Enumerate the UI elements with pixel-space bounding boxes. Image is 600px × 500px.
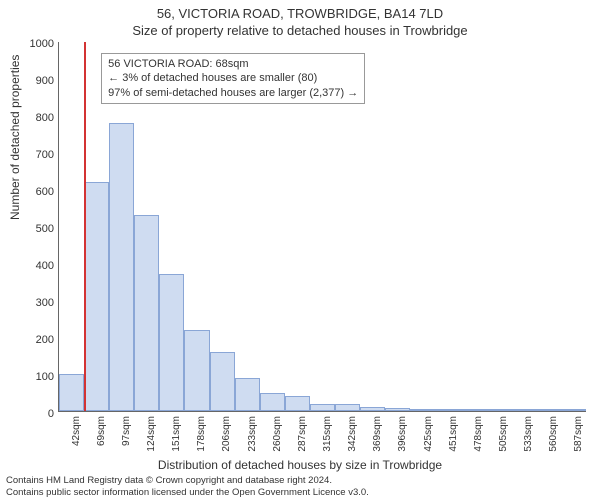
x-tick: 178sqm: [184, 416, 209, 462]
histogram-bar: [536, 409, 561, 411]
y-tick: 400: [36, 260, 54, 272]
y-tick: 100: [36, 371, 54, 383]
y-tick: 900: [36, 75, 54, 87]
histogram-bar: [461, 409, 486, 411]
x-tick: 315sqm: [309, 416, 334, 462]
y-tick: 700: [36, 149, 54, 161]
histogram-bar: [84, 182, 109, 411]
x-tick: 396sqm: [385, 416, 410, 462]
x-tick: 287sqm: [284, 416, 309, 462]
x-tick: 69sqm: [83, 416, 108, 462]
x-tick: 151sqm: [159, 416, 184, 462]
histogram-bar: [561, 409, 586, 411]
footer-line-2: Contains public sector information licen…: [6, 487, 594, 498]
property-marker-line: [84, 42, 86, 411]
x-tick: 560sqm: [536, 416, 561, 462]
histogram-bar: [184, 330, 209, 411]
histogram-bar: [435, 409, 460, 411]
y-tick: 500: [36, 223, 54, 235]
y-axis-label: Number of detached properties: [8, 55, 22, 220]
y-tick: 300: [36, 297, 54, 309]
page-root: 56, VICTORIA ROAD, TROWBRIDGE, BA14 7LD …: [0, 0, 600, 500]
histogram-bar: [335, 404, 360, 411]
x-tick: 451sqm: [435, 416, 460, 462]
histogram-bar: [486, 409, 511, 411]
x-tick: 533sqm: [511, 416, 536, 462]
annotation-box: 56 VICTORIA ROAD: 68sqm ← 3% of detached…: [101, 53, 365, 104]
histogram-bar: [260, 393, 285, 411]
y-tick: 800: [36, 112, 54, 124]
y-tick: 600: [36, 186, 54, 198]
x-tick: 124sqm: [133, 416, 158, 462]
histogram-bar: [59, 374, 84, 411]
x-tick: 369sqm: [360, 416, 385, 462]
y-tick: 0: [48, 408, 54, 420]
histogram-bar: [511, 409, 536, 411]
histogram-bar: [109, 123, 134, 411]
footer-attribution: Contains HM Land Registry data © Crown c…: [6, 475, 594, 498]
x-tick: 587sqm: [561, 416, 586, 462]
histogram-bar: [235, 378, 260, 411]
histogram-bar: [385, 408, 410, 411]
histogram-bar: [210, 352, 235, 411]
x-tick: 342sqm: [335, 416, 360, 462]
chart-area: 56 VICTORIA ROAD: 68sqm ← 3% of detached…: [58, 42, 586, 412]
annotation-line-1: 56 VICTORIA ROAD: 68sqm: [108, 57, 358, 71]
annotation-line-2: ← 3% of detached houses are smaller (80): [108, 71, 358, 85]
x-axis-label: Distribution of detached houses by size …: [0, 458, 600, 472]
x-tick: 505sqm: [485, 416, 510, 462]
y-tick: 200: [36, 334, 54, 346]
histogram-bar: [134, 215, 159, 411]
annotation-line-3: 97% of semi-detached houses are larger (…: [108, 86, 358, 100]
histogram-bar: [410, 409, 435, 411]
x-tick: 206sqm: [209, 416, 234, 462]
x-tick: 97sqm: [108, 416, 133, 462]
x-tick: 42sqm: [58, 416, 83, 462]
y-tick: 1000: [30, 38, 54, 50]
histogram-bar: [285, 396, 310, 411]
y-ticks: 01002003004005006007008009001000: [34, 44, 58, 414]
x-ticks: 42sqm69sqm97sqm124sqm151sqm178sqm206sqm2…: [58, 416, 586, 462]
footer-line-1: Contains HM Land Registry data © Crown c…: [6, 475, 594, 486]
histogram-bar: [159, 274, 184, 411]
x-tick: 478sqm: [460, 416, 485, 462]
histogram-bar: [360, 407, 385, 411]
histogram-bar: [310, 404, 335, 411]
page-title: 56, VICTORIA ROAD, TROWBRIDGE, BA14 7LD: [0, 6, 600, 21]
page-subtitle: Size of property relative to detached ho…: [0, 23, 600, 38]
x-tick: 260sqm: [259, 416, 284, 462]
x-tick: 233sqm: [234, 416, 259, 462]
plot-area: 56 VICTORIA ROAD: 68sqm ← 3% of detached…: [58, 42, 586, 412]
x-tick: 425sqm: [410, 416, 435, 462]
